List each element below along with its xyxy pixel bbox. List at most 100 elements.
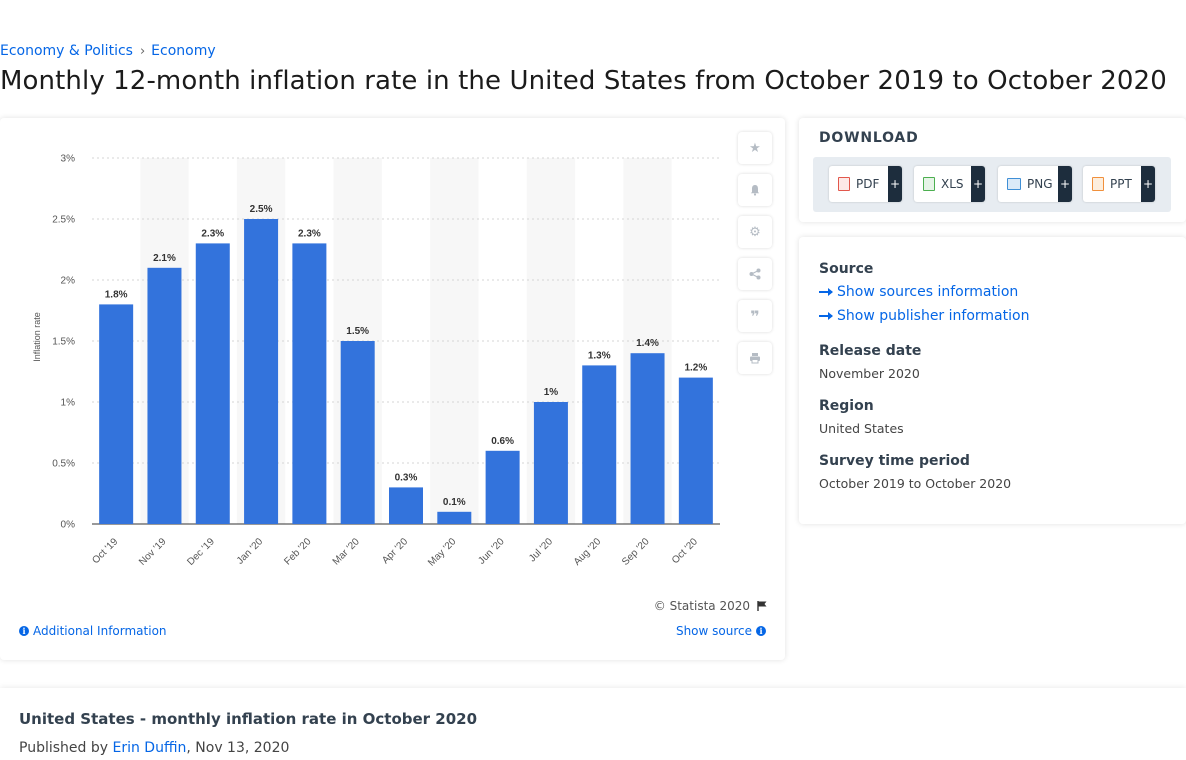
download-card: DOWNLOAD PDF + XLS + PNG + PPT +: [799, 118, 1186, 222]
x-tick-label: Dec '19: [185, 536, 217, 568]
bar: [389, 487, 423, 524]
quote-icon: ❞: [750, 306, 760, 326]
bar: [437, 511, 472, 524]
bar: [582, 365, 617, 524]
show-publisher-link[interactable]: Show publisher information: [819, 308, 1029, 324]
data-label: 2.3%: [201, 228, 224, 239]
source-label: Source: [819, 261, 874, 277]
x-tick-label: Sep '20: [620, 536, 652, 568]
breadcrumb: Economy & Politics › Economy: [0, 43, 216, 59]
ppt-file-icon: [1092, 177, 1104, 191]
show-sources-link[interactable]: Show sources information: [819, 284, 1018, 300]
data-label: 0.6%: [491, 436, 514, 447]
survey-period-label: Survey time period: [819, 453, 970, 469]
arrow-right-icon: [819, 312, 833, 320]
bar: [244, 219, 279, 524]
bar: [99, 304, 134, 524]
related-statistic-title[interactable]: United States - monthly inflation rate i…: [19, 710, 478, 728]
plus-icon: +: [1058, 166, 1072, 202]
bar: [630, 353, 665, 524]
print-button[interactable]: [738, 342, 772, 374]
data-label: 1.5%: [346, 326, 369, 337]
x-tick-label: Apr '20: [380, 536, 410, 566]
additional-information-link[interactable]: i Additional Information: [19, 624, 167, 638]
download-xls-button[interactable]: XLS +: [914, 166, 985, 202]
data-label: 2.5%: [250, 204, 273, 215]
chart-card: 0% 0.5% 1% 1.5% 2% 2.5% 3% Inflation rate 1.8% Oc…: [0, 118, 785, 660]
download-ppt-button[interactable]: PPT +: [1083, 166, 1155, 202]
y-tick-label: 3%: [61, 154, 76, 165]
favorite-button[interactable]: ★: [738, 132, 772, 164]
plus-icon: +: [971, 166, 985, 202]
bar: [195, 243, 230, 524]
author-link[interactable]: Erin Duffin: [112, 740, 187, 756]
y-tick-label: 2.5%: [52, 215, 75, 226]
download-png-button[interactable]: PNG +: [998, 166, 1072, 202]
share-icon: [749, 268, 761, 280]
copyright-text: © Statista 2020: [653, 599, 750, 613]
download-pdf-button[interactable]: PDF +: [829, 166, 902, 202]
share-button[interactable]: [738, 258, 772, 290]
page-title: Monthly 12-month inflation rate in the U…: [0, 66, 1167, 96]
cite-button[interactable]: ❞: [738, 300, 772, 332]
region-value: United States: [819, 421, 904, 436]
gear-icon: ⚙: [749, 224, 761, 240]
x-tick-label: Oct '19: [90, 536, 120, 566]
published-by: Published by Erin Duffin, Nov 13, 2020: [19, 740, 289, 756]
region-label: Region: [819, 398, 874, 414]
y-tick-label: 1.5%: [52, 337, 75, 348]
x-tick-label: Aug '20: [572, 536, 604, 568]
y-tick-label: 1%: [61, 398, 76, 409]
bar: [533, 402, 568, 524]
breadcrumb-separator: ›: [139, 43, 146, 59]
bar: [485, 450, 520, 524]
statistic-details-card: Source Show sources information Show pub…: [799, 237, 1186, 524]
star-icon: ★: [749, 140, 761, 156]
download-title: DOWNLOAD: [819, 130, 919, 146]
y-tick-label: 0%: [61, 520, 76, 531]
data-label: 1.3%: [588, 350, 611, 361]
x-tick-label: May '20: [426, 536, 459, 569]
x-tick-label: Jul '20: [527, 536, 555, 564]
x-tick-label: Jun '20: [476, 536, 507, 567]
print-icon: [750, 353, 760, 364]
data-label: 2.1%: [153, 253, 176, 264]
chart-actions: ★ ⚙ ❞: [738, 132, 772, 384]
info-icon: i: [19, 626, 29, 636]
breadcrumb-economy-politics[interactable]: Economy & Politics: [0, 43, 133, 59]
download-png-label: PNG: [1027, 177, 1053, 191]
download-ppt-label: PPT: [1110, 177, 1132, 191]
y-axis-title: Inflation rate: [32, 312, 42, 362]
survey-period-value: October 2019 to October 2020: [819, 476, 1012, 491]
bar: [147, 267, 182, 524]
release-date-label: Release date: [819, 343, 922, 359]
data-label: 0.3%: [395, 472, 418, 483]
plus-icon: +: [888, 166, 902, 202]
arrow-right-icon: [819, 288, 833, 296]
x-tick-label: Nov '19: [137, 536, 169, 568]
show-source-link[interactable]: Show source i: [676, 624, 766, 638]
png-file-icon: [1007, 178, 1021, 190]
related-statistic-card: United States - monthly inflation rate i…: [0, 688, 1186, 760]
y-tick-label: 2%: [61, 276, 76, 287]
data-label: 1.8%: [105, 289, 128, 300]
flag-icon[interactable]: [756, 600, 768, 612]
bar: [678, 377, 713, 524]
release-date-value: November 2020: [819, 366, 920, 381]
x-tick-label: Mar '20: [331, 536, 362, 567]
settings-button[interactable]: ⚙: [738, 216, 772, 248]
x-tick-label: Feb '20: [282, 536, 313, 567]
download-pdf-label: PDF: [856, 177, 880, 191]
data-label: 1.4%: [636, 338, 659, 349]
x-tick-label: Jan '20: [235, 536, 266, 567]
breadcrumb-economy[interactable]: Economy: [151, 43, 216, 59]
show-source-label: Show source: [675, 624, 752, 638]
download-bar: PDF + XLS + PNG + PPT +: [813, 157, 1171, 212]
bar: [340, 341, 375, 524]
data-label: 1%: [544, 387, 559, 398]
notification-button[interactable]: [738, 174, 772, 206]
plus-icon: +: [1141, 166, 1155, 202]
bar: [292, 243, 327, 524]
download-xls-label: XLS: [941, 177, 964, 191]
show-publisher-label: Show publisher information: [837, 308, 1030, 324]
